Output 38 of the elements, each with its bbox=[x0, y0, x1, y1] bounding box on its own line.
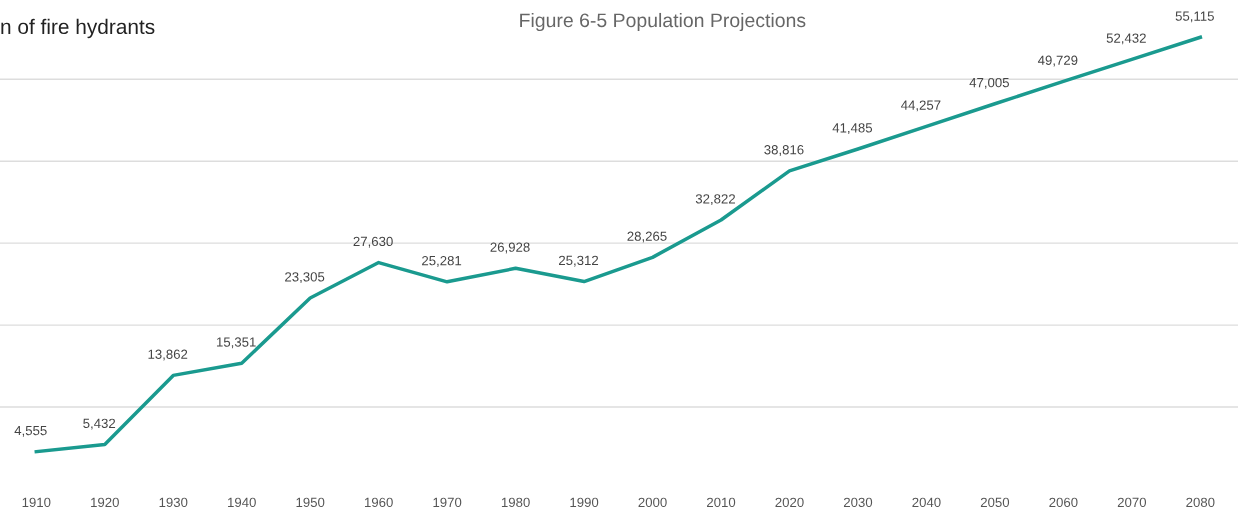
data-label: 4,555 bbox=[14, 425, 47, 437]
x-tick-label: 1950 bbox=[296, 497, 325, 508]
x-tick-label: 2030 bbox=[843, 497, 873, 508]
data-label: 32,822 bbox=[695, 194, 735, 206]
x-tick-label: 2070 bbox=[1117, 497, 1147, 508]
x-tick-label: 2050 bbox=[980, 497, 1010, 508]
x-tick-label: 2010 bbox=[707, 497, 736, 508]
x-tick-label: 2020 bbox=[775, 497, 804, 508]
x-tick-label: 1980 bbox=[501, 497, 530, 508]
data-label: 5,432 bbox=[83, 418, 116, 430]
data-label: 26,928 bbox=[490, 242, 530, 254]
x-tick-label: 1930 bbox=[159, 497, 188, 508]
x-tick-label: 1990 bbox=[570, 497, 599, 508]
x-tick-label: 1960 bbox=[364, 497, 393, 508]
data-label: 49,729 bbox=[1037, 55, 1078, 67]
data-label: 44,257 bbox=[901, 100, 941, 112]
x-tick-label: 1970 bbox=[433, 497, 462, 508]
data-label: 52,432 bbox=[1106, 33, 1146, 45]
x-tick-label: 1910 bbox=[22, 497, 51, 508]
data-label: 55,115 bbox=[1175, 11, 1214, 23]
data-label: 25,312 bbox=[559, 255, 599, 267]
data-label: 28,265 bbox=[627, 231, 667, 243]
annotation: n of fire hydrants bbox=[1, 18, 155, 39]
x-tick-label: 2040 bbox=[912, 497, 941, 508]
x-tick-label: 2060 bbox=[1049, 497, 1078, 508]
data-label: 47,005 bbox=[969, 77, 1009, 89]
x-tick-label: 2080 bbox=[1186, 497, 1215, 508]
x-tick-label: 2000 bbox=[638, 497, 667, 508]
data-label: 27,630 bbox=[353, 236, 393, 248]
data-label: 23,305 bbox=[285, 272, 325, 284]
chart-title: Figure 6-5 Population Projections bbox=[520, 12, 806, 32]
x-tick-label: 1940 bbox=[228, 497, 256, 508]
data-label: 41,485 bbox=[832, 123, 873, 135]
data-label: 38,816 bbox=[764, 145, 804, 156]
data-label: 13,862 bbox=[148, 349, 188, 361]
data-label: 25,281 bbox=[422, 255, 462, 267]
x-tick-label: 1920 bbox=[91, 497, 119, 508]
data-label: 15,351 bbox=[216, 337, 256, 349]
